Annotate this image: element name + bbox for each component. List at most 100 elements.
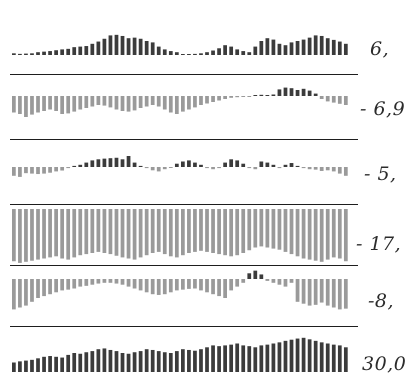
bar xyxy=(102,96,107,106)
bar xyxy=(205,52,209,55)
bar xyxy=(277,167,282,169)
bar xyxy=(162,96,167,110)
bar xyxy=(229,209,234,257)
bar xyxy=(84,96,89,108)
bar xyxy=(90,160,95,167)
bar xyxy=(205,167,209,169)
bar xyxy=(168,167,173,168)
bar xyxy=(150,96,155,105)
bar xyxy=(18,209,22,263)
bar xyxy=(78,96,83,110)
bar xyxy=(325,209,330,260)
bar xyxy=(301,39,306,55)
bar xyxy=(193,350,197,372)
bar xyxy=(114,157,119,167)
bar xyxy=(138,38,143,55)
bar xyxy=(102,38,107,55)
bar xyxy=(132,96,137,111)
bar xyxy=(181,161,185,167)
bar xyxy=(181,349,185,372)
bar xyxy=(162,352,167,372)
bar xyxy=(60,209,65,259)
bar xyxy=(301,88,306,96)
bar xyxy=(187,349,191,372)
bar xyxy=(30,53,34,55)
bar xyxy=(289,42,294,55)
bar xyxy=(283,279,288,287)
bar xyxy=(168,209,173,257)
bar xyxy=(337,41,342,55)
bar xyxy=(277,279,282,285)
bar xyxy=(271,279,276,283)
bar xyxy=(241,209,246,253)
bar xyxy=(253,270,258,279)
bar xyxy=(18,96,22,114)
bar xyxy=(199,164,203,167)
sparkline-panel-5: -8, xyxy=(0,267,406,323)
bar xyxy=(174,351,179,372)
bar xyxy=(193,162,197,167)
bar xyxy=(259,209,264,247)
sparkline-value-2: - 6,9 xyxy=(360,98,406,120)
bar xyxy=(12,53,16,55)
bar xyxy=(343,167,348,176)
bar xyxy=(138,96,143,108)
bar xyxy=(138,165,143,167)
bar xyxy=(54,167,58,172)
bar xyxy=(156,209,161,252)
bar xyxy=(217,48,221,55)
bar xyxy=(72,47,77,55)
bar xyxy=(108,158,113,167)
bar xyxy=(66,354,71,372)
bar xyxy=(343,209,348,262)
bar xyxy=(30,359,34,372)
bar xyxy=(301,209,306,259)
bar xyxy=(205,347,209,372)
bar xyxy=(277,89,282,96)
bar xyxy=(259,94,264,96)
bar xyxy=(144,167,149,169)
bar xyxy=(162,49,167,55)
bar xyxy=(241,163,246,167)
bar xyxy=(241,279,246,283)
bar xyxy=(277,43,282,55)
bar xyxy=(120,35,125,55)
bar xyxy=(132,162,137,167)
bar xyxy=(181,209,185,256)
bar xyxy=(90,96,95,107)
bar xyxy=(96,96,101,105)
bar xyxy=(126,38,131,55)
bar xyxy=(187,209,191,253)
bar xyxy=(331,344,336,372)
bar xyxy=(211,96,215,102)
bar xyxy=(54,96,58,111)
bar xyxy=(42,51,46,55)
separator-2 xyxy=(10,139,358,140)
bar xyxy=(102,348,107,372)
bar xyxy=(132,209,137,260)
bar xyxy=(265,209,270,248)
bar xyxy=(181,96,185,112)
bar xyxy=(120,159,125,167)
bar xyxy=(241,51,246,55)
bar xyxy=(78,353,83,372)
bar xyxy=(229,96,234,98)
bar xyxy=(295,338,300,372)
bar xyxy=(18,361,22,372)
bar xyxy=(126,96,131,112)
bar xyxy=(78,209,83,256)
bar xyxy=(108,349,113,372)
separator-4 xyxy=(10,265,358,266)
bar xyxy=(343,279,348,309)
bar xyxy=(313,167,318,170)
bar xyxy=(42,96,46,111)
bar xyxy=(18,279,22,308)
bar xyxy=(12,96,16,113)
sparkline-panel-6: 30,0 xyxy=(0,328,406,380)
bar xyxy=(108,279,113,283)
bar xyxy=(187,160,191,167)
bar xyxy=(102,279,107,283)
bar xyxy=(211,279,215,295)
bar xyxy=(223,279,227,298)
bar xyxy=(174,96,179,114)
